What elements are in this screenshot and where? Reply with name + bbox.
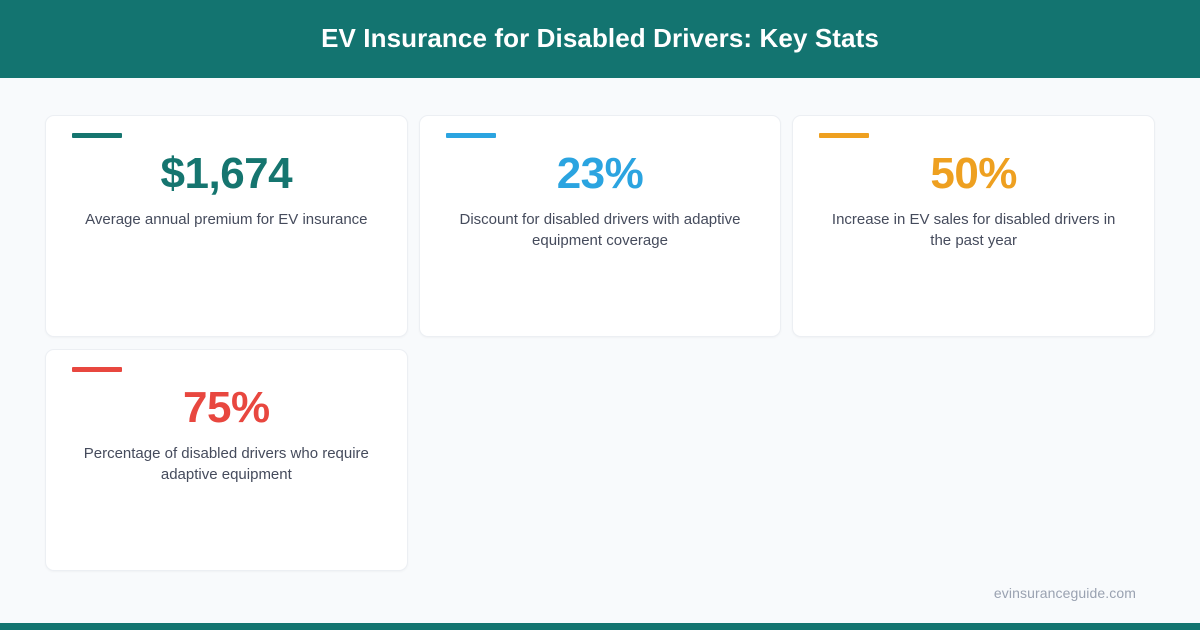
stat-value: 50% xyxy=(930,149,1017,198)
stat-description: Percentage of disabled drivers who requi… xyxy=(83,444,369,483)
accent-bar-icon xyxy=(72,133,122,138)
page-footer: evinsuranceguide.com xyxy=(0,585,1200,630)
stats-section: $1,674 Average annual premium for EV ins… xyxy=(0,78,1200,585)
stat-card-grid: $1,674 Average annual premium for EV ins… xyxy=(45,115,1155,571)
stat-card: 23% Discount for disabled drivers with a… xyxy=(418,115,782,337)
stat-card: $1,674 Average annual premium for EV ins… xyxy=(45,115,408,337)
stat-description: Increase in EV sales for disabled driver… xyxy=(831,210,1116,249)
accent-bar-icon xyxy=(72,367,122,372)
bottom-accent-strip xyxy=(0,623,1200,630)
stat-card: 75% Percentage of disabled drivers who r… xyxy=(45,349,408,571)
stat-value: 23% xyxy=(556,149,644,198)
stat-card: 50% Increase in EV sales for disabled dr… xyxy=(792,115,1155,337)
accent-bar-icon xyxy=(445,133,496,138)
accent-bar-icon xyxy=(819,133,870,138)
page-title: EV Insurance for Disabled Drivers: Key S… xyxy=(321,23,879,54)
stat-value: 75% xyxy=(183,383,270,432)
stat-description: Average annual premium for EV insurance xyxy=(85,210,368,228)
stat-value: $1,674 xyxy=(160,149,293,198)
page-header: EV Insurance for Disabled Drivers: Key S… xyxy=(0,0,1200,78)
site-watermark: evinsuranceguide.com xyxy=(993,585,1136,601)
stat-description: Discount for disabled drivers with adapt… xyxy=(459,210,741,249)
